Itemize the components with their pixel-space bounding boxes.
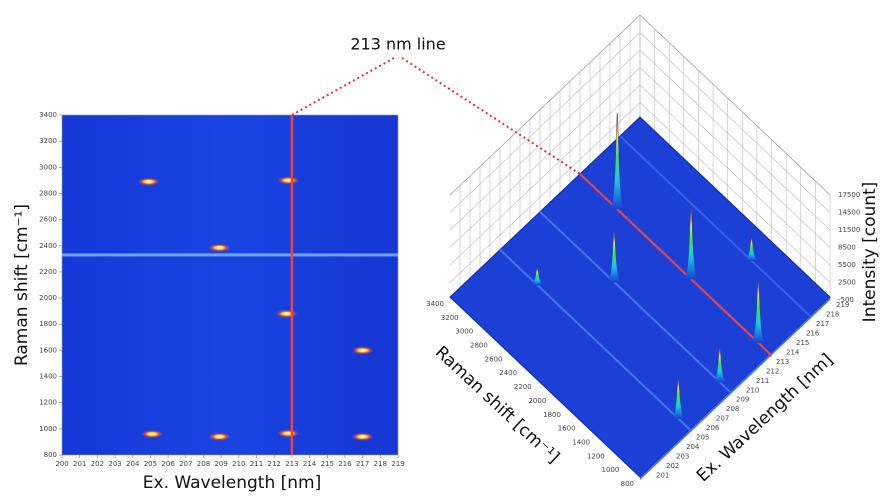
spot [138,178,160,186]
x-tick-label: 215 [796,339,809,347]
z-tick-label: 11500 [838,226,860,234]
x-tick-label: 208 [197,460,210,468]
y-tick-label: 2600 [39,216,57,224]
x-tick-label: 209 [736,396,749,404]
y-tick-label: 1600 [558,425,576,433]
x-tick-label: 219 [836,301,849,309]
x-tick-label: 204 [686,443,700,451]
y-tick-label: 2600 [485,355,503,363]
y-tick-label: 1000 [602,466,620,474]
x-tick-label: 205 [144,460,157,468]
y-tick-label: 3200 [441,314,459,322]
y-tick-label: 1800 [543,411,561,419]
x-tick-label: 219 [391,460,404,468]
z-tick-label: 17500 [838,191,860,199]
x-tick-label: 217 [356,460,369,468]
y-tick-label: 3200 [39,137,57,145]
x-tick-label: 218 [826,310,839,318]
x-tick-label: 211 [250,460,263,468]
spot [208,433,230,441]
x-tick-label: 204 [126,460,140,468]
x-tick-label: 201 [73,460,86,468]
y-tick-label: 2800 [39,189,57,197]
y-tick-label: 2000 [39,294,57,302]
spot [352,346,374,354]
spot [276,310,298,318]
y-tick-label: 2200 [39,268,57,276]
y-axis-label: Raman shift [cm⁻¹] [12,204,32,366]
x-tick-label: 208 [726,405,739,413]
spot [141,430,163,438]
spot [208,244,230,252]
z-tick-label: 5500 [838,261,856,269]
x-tick-label: 206 [161,460,175,468]
y-tick-label: 800 [621,480,634,488]
y-tick-label: 2400 [499,369,517,377]
x-tick-label: 218 [374,460,387,468]
connector [292,58,394,115]
y-tick-label: 1000 [39,425,57,433]
x-tick-label: 201 [656,472,669,480]
y-tick-label: 1600 [39,346,57,354]
x-tick-label: 202 [91,460,104,468]
y-tick-label: 2400 [39,242,57,250]
y-tick-label: 1400 [572,438,590,446]
spot [352,433,374,441]
band [62,253,398,256]
x-tick-label: 212 [766,367,779,375]
y-tick-label: 2200 [514,383,532,391]
y-tick-label: 1800 [39,320,57,328]
x-tick-label: 215 [321,460,334,468]
x-tick-label: 217 [816,320,829,328]
z-axis-label: Intensity [count] [860,182,880,323]
x-tick-label: 210 [232,460,245,468]
x-tick-label: 212 [268,460,281,468]
y-tick-label: 2800 [470,342,488,350]
x-axis-label: Ex. Wavelength [nm] [143,473,321,493]
z-tick-label: 2500 [838,279,856,287]
x-tick-label: 206 [706,424,720,432]
y-tick-label: 3000 [455,328,473,336]
y-tick-label: 1200 [39,399,57,407]
annotation: 213 nm line [350,35,445,54]
x-tick-label: 214 [303,460,317,468]
x-tick-label: 214 [786,348,800,356]
y-tick-label: 1400 [39,373,57,381]
x-tick-label: 200 [55,460,68,468]
x-tick-label: 203 [676,453,689,461]
figure: 2002012022032042052062072082092102112122… [0,0,884,496]
x-tick-label: 209 [214,460,227,468]
spot [277,176,299,184]
x-tick-label: 207 [716,415,729,423]
x-tick-label: 213 [285,460,298,468]
x-tick-label: 213 [776,358,789,366]
z-tick-label: 8500 [838,244,856,252]
heatmap-background [62,115,398,455]
z-tick-label: 14500 [838,209,860,217]
x-tick-label: 211 [756,377,769,385]
x-tick-label: 207 [179,460,192,468]
y-tick-label: 1200 [587,452,605,460]
x-tick-label: 205 [696,434,709,442]
x-tick-label: 216 [806,329,820,337]
x-tick-label: 216 [338,460,352,468]
x-tick-label: 202 [666,462,679,470]
y-tick-label: 800 [44,451,57,459]
y-tick-label: 3400 [426,300,444,308]
y-tick-label: 2000 [528,397,546,405]
spot [277,429,299,437]
x-tick-label: 203 [108,460,121,468]
y-tick-label: 3400 [39,111,57,119]
y-tick-label: 3000 [39,163,57,171]
x-tick-label: 210 [746,386,759,394]
